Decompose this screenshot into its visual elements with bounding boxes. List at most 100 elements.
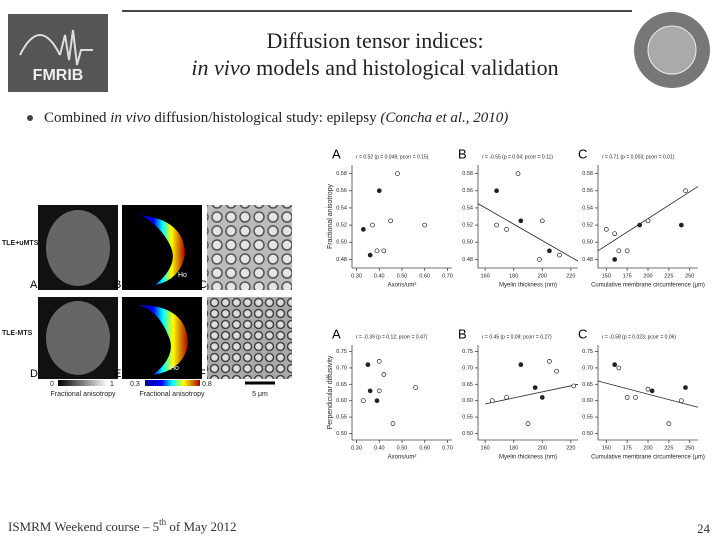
data-point [547,359,552,364]
x-axis-label: Cumulative membrane circumference (μm) [591,283,705,289]
y-tick-label: 0.50 [462,431,473,437]
x-tick-label: 150 [602,273,611,279]
y-tick-label: 0.60 [462,398,473,404]
x-tick-label: 225 [664,445,673,451]
y-tick-label: 0.65 [582,382,593,388]
data-point [616,365,622,371]
x-tick-label: 180 [509,445,518,451]
image-label: Ho [178,272,187,279]
y-tick-label: 0.70 [582,365,593,371]
crest-inner [647,25,697,75]
data-point [515,171,521,176]
data-point [518,362,524,368]
data-point [532,385,538,390]
data-point [367,388,373,394]
data-point [370,222,375,228]
data-point [645,218,651,224]
data-point [539,395,545,400]
data-point [554,368,559,374]
data-point [376,188,382,194]
y-tick-label: 0.65 [462,382,473,388]
y-tick-label: 0.70 [336,365,347,371]
bullet-part: diffusion/histological study: epilepsy [151,110,381,126]
color-map [122,205,202,290]
data-point [374,248,380,254]
panel-letter: C [578,326,587,341]
data-point [518,218,524,224]
histology [207,297,292,379]
y-tick-label: 0.65 [336,382,347,388]
scale-label: 5 μm [252,391,268,398]
panel-letter: C [199,279,207,291]
data-point [624,395,630,400]
colorbar-max: 1 [110,381,114,388]
y-tick-label: 0.54 [336,205,347,211]
fit-line [597,380,699,408]
x-tick-label: 220 [566,445,575,451]
data-point [678,222,684,228]
data-point [624,248,630,254]
data-point [367,252,373,258]
footer: ISMRM Weekend course – 5th of May 2012 [8,517,237,534]
footer-part: of May 2012 [166,519,236,534]
data-point [494,222,499,228]
data-point [612,257,618,262]
x-tick-label: 200 [538,445,547,451]
y-tick-label: 0.75 [582,349,593,355]
citation: (Concha et al., 2010) [380,110,508,126]
x-tick-label: 220 [566,273,575,279]
data-point [539,218,545,224]
fit-line [477,203,579,262]
y-tick-label: 0.48 [582,257,593,263]
data-point [381,372,387,377]
y-tick-label: 0.60 [582,398,593,404]
bullet-italic: in vivo [110,110,151,126]
y-tick-label: 0.58 [462,171,473,177]
data-point [388,218,393,224]
data-point [361,398,366,404]
y-axis-label: Fractional anisotropy [327,184,334,249]
data-point [557,252,562,258]
data-point [525,421,531,426]
row-label: TLE+uMTS [2,240,39,247]
panel-letter: D [30,368,38,380]
y-tick-label: 0.55 [582,415,593,421]
data-point [571,383,577,389]
title-line1: Diffusion tensor indices: [266,28,483,53]
stats: r = -0.55 (p = 0.04; pcorr = 0.11) [482,154,553,160]
stats: r = 0.52 (p = 0.049; pcorr = 0.15) [356,154,429,160]
data-point [395,171,400,176]
x-axis-label: Myelin thickness (nm) [499,283,557,289]
x-axis-label: Myelin thickness (nm) [499,455,557,461]
panel-letter: B [458,146,467,161]
data-point [376,388,382,394]
x-tick-label: 175 [623,273,632,279]
x-tick-label: 0.30 [351,445,362,451]
data-point [603,227,609,232]
data-point [390,421,396,426]
x-axis-label: Axons/um² [388,283,417,289]
x-tick-label: 200 [538,273,547,279]
panel-letter: A [332,146,341,161]
panel-letter: E [114,368,121,380]
y-tick-label: 0.48 [336,257,347,263]
x-tick-label: 250 [685,273,694,279]
data-point [645,386,651,392]
image-label: Ho [170,365,179,372]
colorbar-min: 0.3 [130,381,140,388]
data-point [683,385,688,390]
y-tick-label: 0.50 [582,431,593,437]
y-tick-label: 0.55 [336,415,347,421]
data-point [494,188,499,194]
panel-letter: B [114,279,121,291]
x-tick-label: 200 [643,445,652,451]
y-tick-label: 0.56 [462,188,473,194]
data-point [374,398,380,404]
footer-sup: th [159,517,167,527]
data-point [666,421,672,426]
y-tick-label: 0.54 [462,205,473,211]
logo-art [19,29,93,66]
x-axis-label: Axons/um² [388,455,417,461]
data-point [649,388,655,394]
